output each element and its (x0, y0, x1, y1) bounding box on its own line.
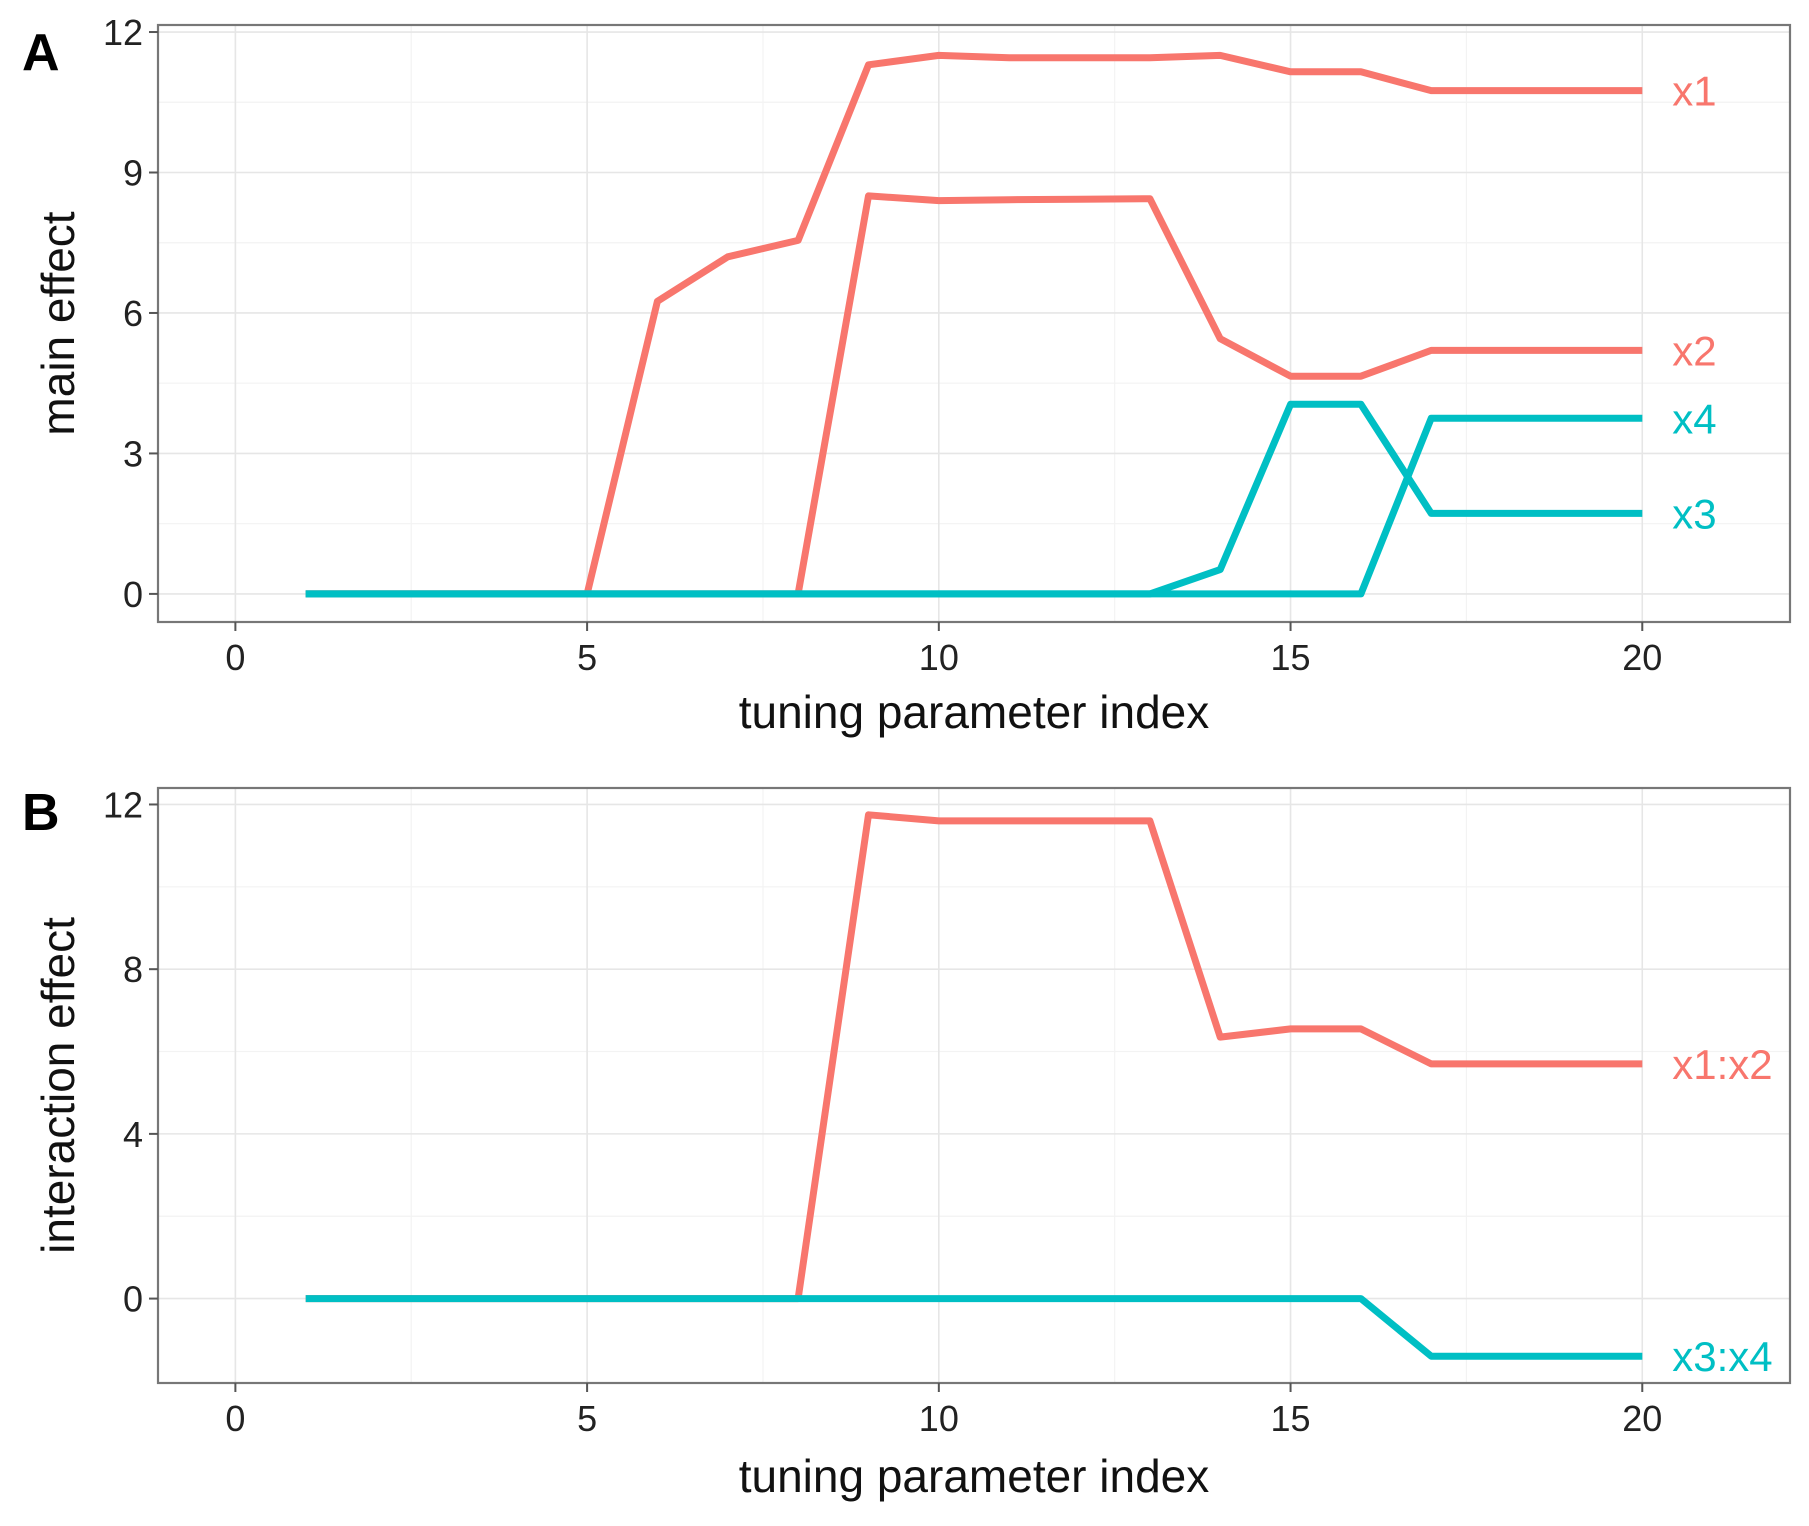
panel-a: 0 5 10 15 20 0 3 6 9 12 x1 x2 x4 x3 tuning parameter… (22, 12, 1792, 738)
panel-b-y-axis-title: interaction effect (32, 917, 84, 1254)
panel-b: 0 5 10 15 20 0 4 8 12 x1:x2 x3:x4 tuning paramete… (22, 784, 1792, 1502)
y-tick-label: 0 (123, 1279, 143, 1320)
y-tick-label: 0 (123, 574, 143, 615)
x-tick-label: 0 (225, 637, 245, 678)
panel-a-letter: A (22, 24, 60, 82)
x-tick-label: 20 (1622, 637, 1662, 678)
x-tick-label: 5 (577, 1398, 597, 1439)
panel-a-series (305, 51, 1643, 598)
series-label-x3-x4: x3:x4 (1672, 1333, 1772, 1380)
panel-a-border (156, 23, 1792, 624)
series-label-x1-x2: x1:x2 (1672, 1041, 1772, 1088)
y-tick-label: 4 (123, 1114, 143, 1155)
x-tick-label: 10 (919, 1398, 959, 1439)
panel-a-series-labels: x1 x2 x4 x3 (1672, 68, 1716, 538)
panel-b-series-labels: x1:x2 x3:x4 (1672, 1041, 1772, 1380)
panel-a-x-axis-title: tuning parameter index (739, 686, 1210, 738)
x-tick-label: 5 (577, 637, 597, 678)
x-tick-label: 20 (1622, 1398, 1662, 1439)
y-tick-label: 12 (103, 784, 143, 825)
series-line-x3 (305, 400, 1643, 598)
x-tick-label: 15 (1271, 1398, 1311, 1439)
series-line-x3-x4 (305, 1295, 1643, 1360)
panel-a-ticks: 0 5 10 15 20 0 3 6 9 12 (103, 12, 1662, 678)
panel-b-ticks: 0 5 10 15 20 0 4 8 12 (103, 784, 1662, 1439)
panel-b-x-axis-title: tuning parameter index (739, 1450, 1210, 1502)
x-tick-label: 0 (225, 1398, 245, 1439)
y-tick-label: 12 (103, 12, 143, 53)
panel-a-y-axis-title: main effect (32, 211, 84, 435)
y-tick-label: 6 (123, 293, 143, 334)
panel-b-letter: B (22, 784, 60, 842)
y-tick-label: 9 (123, 152, 143, 193)
series-label-x1: x1 (1672, 68, 1716, 115)
series-label-x2: x2 (1672, 327, 1716, 374)
y-tick-label: 3 (123, 433, 143, 474)
panel-b-border (156, 786, 1792, 1385)
x-tick-label: 10 (919, 637, 959, 678)
series-label-x3: x3 (1672, 490, 1716, 537)
panel-b-series (305, 811, 1643, 1360)
y-tick-label: 8 (123, 949, 143, 990)
series-label-x4: x4 (1672, 395, 1716, 442)
x-tick-label: 15 (1271, 637, 1311, 678)
